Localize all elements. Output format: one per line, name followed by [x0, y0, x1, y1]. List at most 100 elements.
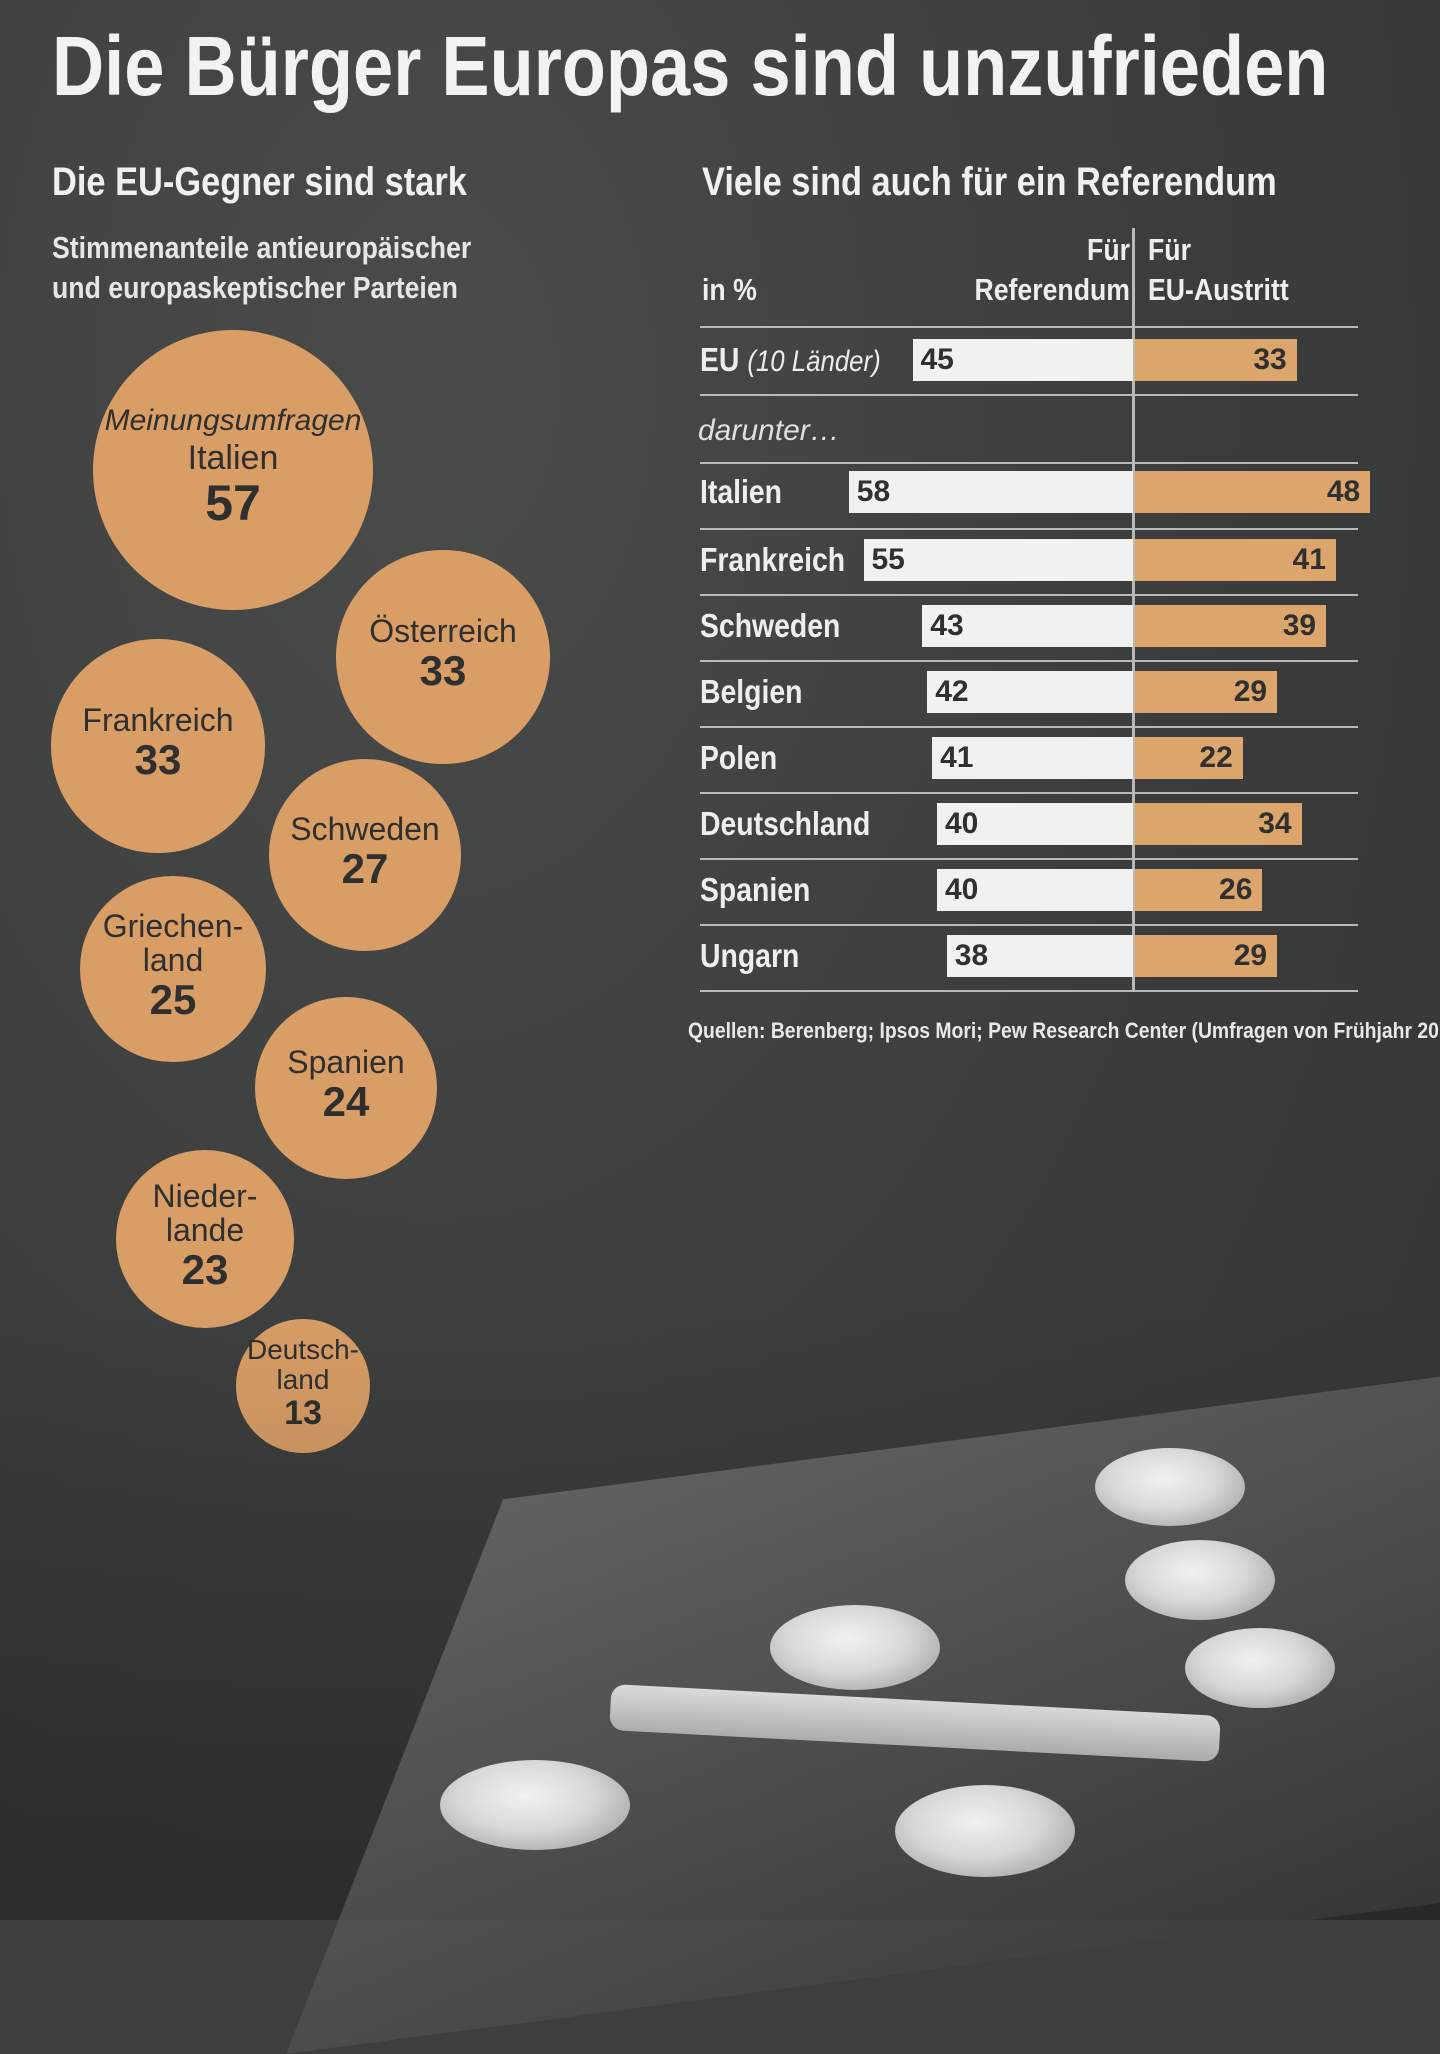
bubble-value: 25: [149, 975, 197, 1023]
bar-referendum: [863, 539, 1133, 581]
bubble-2: Frankreich 33: [51, 639, 265, 853]
bar-austritt: [1135, 935, 1278, 977]
left-subtitle-line1: Stimmenanteile antieuropäischer: [52, 230, 472, 265]
bubble-label: Griechen- land: [102, 907, 244, 978]
value-austritt: 29: [1233, 675, 1268, 708]
bubble-7: Deutsch- land13: [236, 1319, 370, 1453]
row-label-eu-note: (10 Länder): [747, 345, 881, 378]
bar-austritt: [1135, 539, 1336, 581]
bubble-0: Meinungsumfragen Italien 57: [93, 330, 373, 610]
bar-referendum: [912, 339, 1133, 381]
value-austritt: 26: [1219, 873, 1253, 906]
bar-referendum: [946, 935, 1133, 977]
value-austritt: 22: [1199, 741, 1233, 774]
row-label: Schweden: [700, 607, 841, 644]
value-austritt: 33: [1253, 343, 1287, 376]
bubble-label: Spanien: [287, 1043, 405, 1080]
unit-label: in %: [702, 272, 757, 307]
bubble-3: Schweden 27: [268, 758, 462, 952]
value-referendum: 58: [856, 475, 891, 508]
value-austritt: 29: [1233, 939, 1268, 972]
darunter-label: darunter…: [698, 414, 840, 447]
value-referendum: 43: [930, 609, 964, 642]
row-label-eu: EU: [700, 341, 748, 378]
bubble-6: Nieder- lande 23: [116, 1150, 294, 1328]
row-label: EU (10 Länder): [700, 338, 881, 384]
row-separator: [700, 394, 1358, 396]
value-austritt: 41: [1292, 543, 1326, 576]
row-label: Italien: [700, 473, 783, 510]
row-separator: [700, 594, 1358, 596]
row-separator: [700, 660, 1358, 662]
bar-austritt: [1135, 339, 1297, 381]
bar-austritt: [1135, 737, 1243, 779]
bubble-label: Österreich: [369, 612, 517, 649]
row-separator: [700, 326, 1358, 328]
row-separator: [700, 990, 1358, 992]
photo-highlight: [770, 1605, 940, 1690]
bubble-label: Italien: [187, 439, 279, 477]
main-title: Die Bürger Europas sind unzufrieden: [52, 19, 1329, 113]
bubble-value: 57: [205, 475, 261, 531]
bar-referendum: [848, 471, 1133, 513]
bar-austritt: [1135, 471, 1371, 513]
row-separator: [700, 726, 1358, 728]
col-head-austritt-line2: EU-Austritt: [1148, 272, 1289, 307]
value-referendum: 42: [935, 675, 969, 708]
right-heading: Viele sind auch für ein Referendum: [702, 160, 1277, 204]
bar-austritt: [1135, 605, 1327, 647]
col-head-austritt-line1: Für: [1148, 232, 1191, 267]
row-label: Belgien: [700, 673, 803, 710]
bubble-5: Spanien 24: [255, 997, 437, 1179]
bubble-value: 13: [284, 1395, 322, 1431]
left-heading: Die EU-Gegner sind stark: [52, 160, 467, 204]
row-label: Deutschland: [700, 805, 871, 842]
value-austritt: 48: [1326, 475, 1361, 508]
row-label: Spanien: [700, 871, 811, 908]
row-separator: [700, 792, 1358, 794]
bar-referendum: [937, 869, 1133, 911]
bar-referendum: [927, 671, 1133, 713]
col-head-referendum-line2: Referendum: [974, 272, 1130, 307]
bubble-label: Frankreich: [82, 701, 234, 738]
bar-austritt: [1135, 803, 1302, 845]
bubble-value: 33: [134, 735, 182, 783]
bar-referendum: [932, 737, 1133, 779]
row-separator: [700, 924, 1358, 926]
row-label: Polen: [700, 739, 778, 776]
bubble-4: Griechen- land 25: [80, 876, 266, 1062]
value-referendum: 55: [871, 543, 905, 576]
row-separator: [700, 858, 1358, 860]
bubble-value: 33: [419, 646, 467, 694]
bar-austritt: [1135, 869, 1263, 911]
col-head-referendum-line1: Für: [1087, 232, 1130, 267]
bar-referendum: [922, 605, 1133, 647]
photo-highlight: [1095, 1448, 1245, 1526]
bar-referendum: [937, 803, 1133, 845]
row-label: Ungarn: [700, 937, 800, 974]
value-austritt: 34: [1258, 807, 1292, 840]
photo-highlight: [895, 1785, 1075, 1877]
value-referendum: 45: [920, 343, 954, 376]
col-head-referendum: Für Referendum: [932, 230, 1130, 310]
value-referendum: 41: [940, 741, 974, 774]
photo-highlight: [1185, 1628, 1335, 1708]
value-referendum: 40: [945, 807, 979, 840]
photo-highlight: [1125, 1540, 1275, 1620]
value-austritt: 39: [1282, 609, 1317, 642]
left-subtitle-line2: und europaskeptischer Parteien: [52, 270, 458, 305]
row-label: Frankreich: [700, 541, 846, 578]
bubble-value: 27: [341, 844, 389, 892]
left-subtitle: Stimmenanteile antieuropäischer und euro…: [52, 228, 471, 308]
value-referendum: 38: [954, 939, 989, 972]
bubble-label: Schweden: [290, 810, 440, 847]
bubble-label: Deutsch- land: [247, 1334, 359, 1395]
bubble-value: 23: [181, 1245, 229, 1293]
bar-austritt: [1135, 671, 1278, 713]
col-head-austritt: Für EU-Austritt: [1148, 230, 1289, 310]
bubble-label: Nieder- lande: [152, 1177, 258, 1248]
value-referendum: 40: [945, 873, 979, 906]
row-separator: [700, 528, 1358, 530]
bubble-value: 24: [322, 1077, 370, 1125]
